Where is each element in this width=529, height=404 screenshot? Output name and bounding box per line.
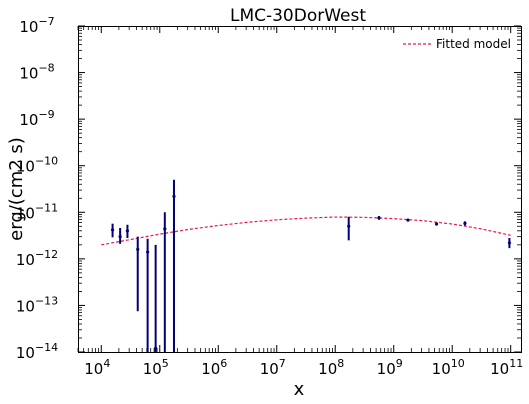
x-tick-label: 1010 xyxy=(432,357,465,378)
y-tick-label: 10−8 xyxy=(19,62,54,83)
data-point xyxy=(377,216,381,220)
data-point xyxy=(406,218,410,222)
data-point xyxy=(463,221,467,225)
x-tick-label: 106 xyxy=(201,357,227,378)
data-point xyxy=(110,228,115,232)
x-tick-label: 109 xyxy=(377,357,403,378)
y-tick-label: 10−7 xyxy=(19,15,54,36)
x-tick-label: 107 xyxy=(260,357,286,378)
y-axis-label: erg/(cm2 s) xyxy=(6,137,27,241)
x-tick-label: 104 xyxy=(84,357,110,378)
fitted-model-line xyxy=(101,216,511,246)
series-layer xyxy=(101,179,511,352)
y-tick-label: 10−14 xyxy=(16,341,58,362)
x-tick-label: 108 xyxy=(318,357,344,378)
chart-title: LMC-30DorWest xyxy=(230,6,366,26)
y-tick-label: 10−12 xyxy=(16,248,58,269)
data-point xyxy=(163,227,167,231)
x-tick-label: 1011 xyxy=(490,357,523,378)
x-axis-label: x xyxy=(294,379,305,400)
legend-label-fitted-model: Fitted model xyxy=(436,37,511,51)
ticks-layer: 104 105 106 107 108 109 1010 1011 10−14 10−13 10−1… xyxy=(16,15,523,378)
data-point xyxy=(125,229,130,233)
y-tick-label: 10−10 xyxy=(16,155,58,176)
data-point xyxy=(172,194,176,198)
y-tick-label: 10−9 xyxy=(19,108,54,129)
plot-area xyxy=(78,26,522,353)
data-point xyxy=(154,346,158,350)
data-point xyxy=(136,247,140,251)
data-point xyxy=(507,241,511,245)
y-tick-label: 10−13 xyxy=(16,294,58,315)
data-point xyxy=(118,235,122,239)
x-tick-label: 105 xyxy=(143,357,169,378)
legend: Fitted model xyxy=(403,37,511,51)
data-point xyxy=(146,250,150,254)
data-point xyxy=(434,222,439,226)
data-point xyxy=(347,224,351,228)
y-tick-label: 10−11 xyxy=(16,201,58,222)
